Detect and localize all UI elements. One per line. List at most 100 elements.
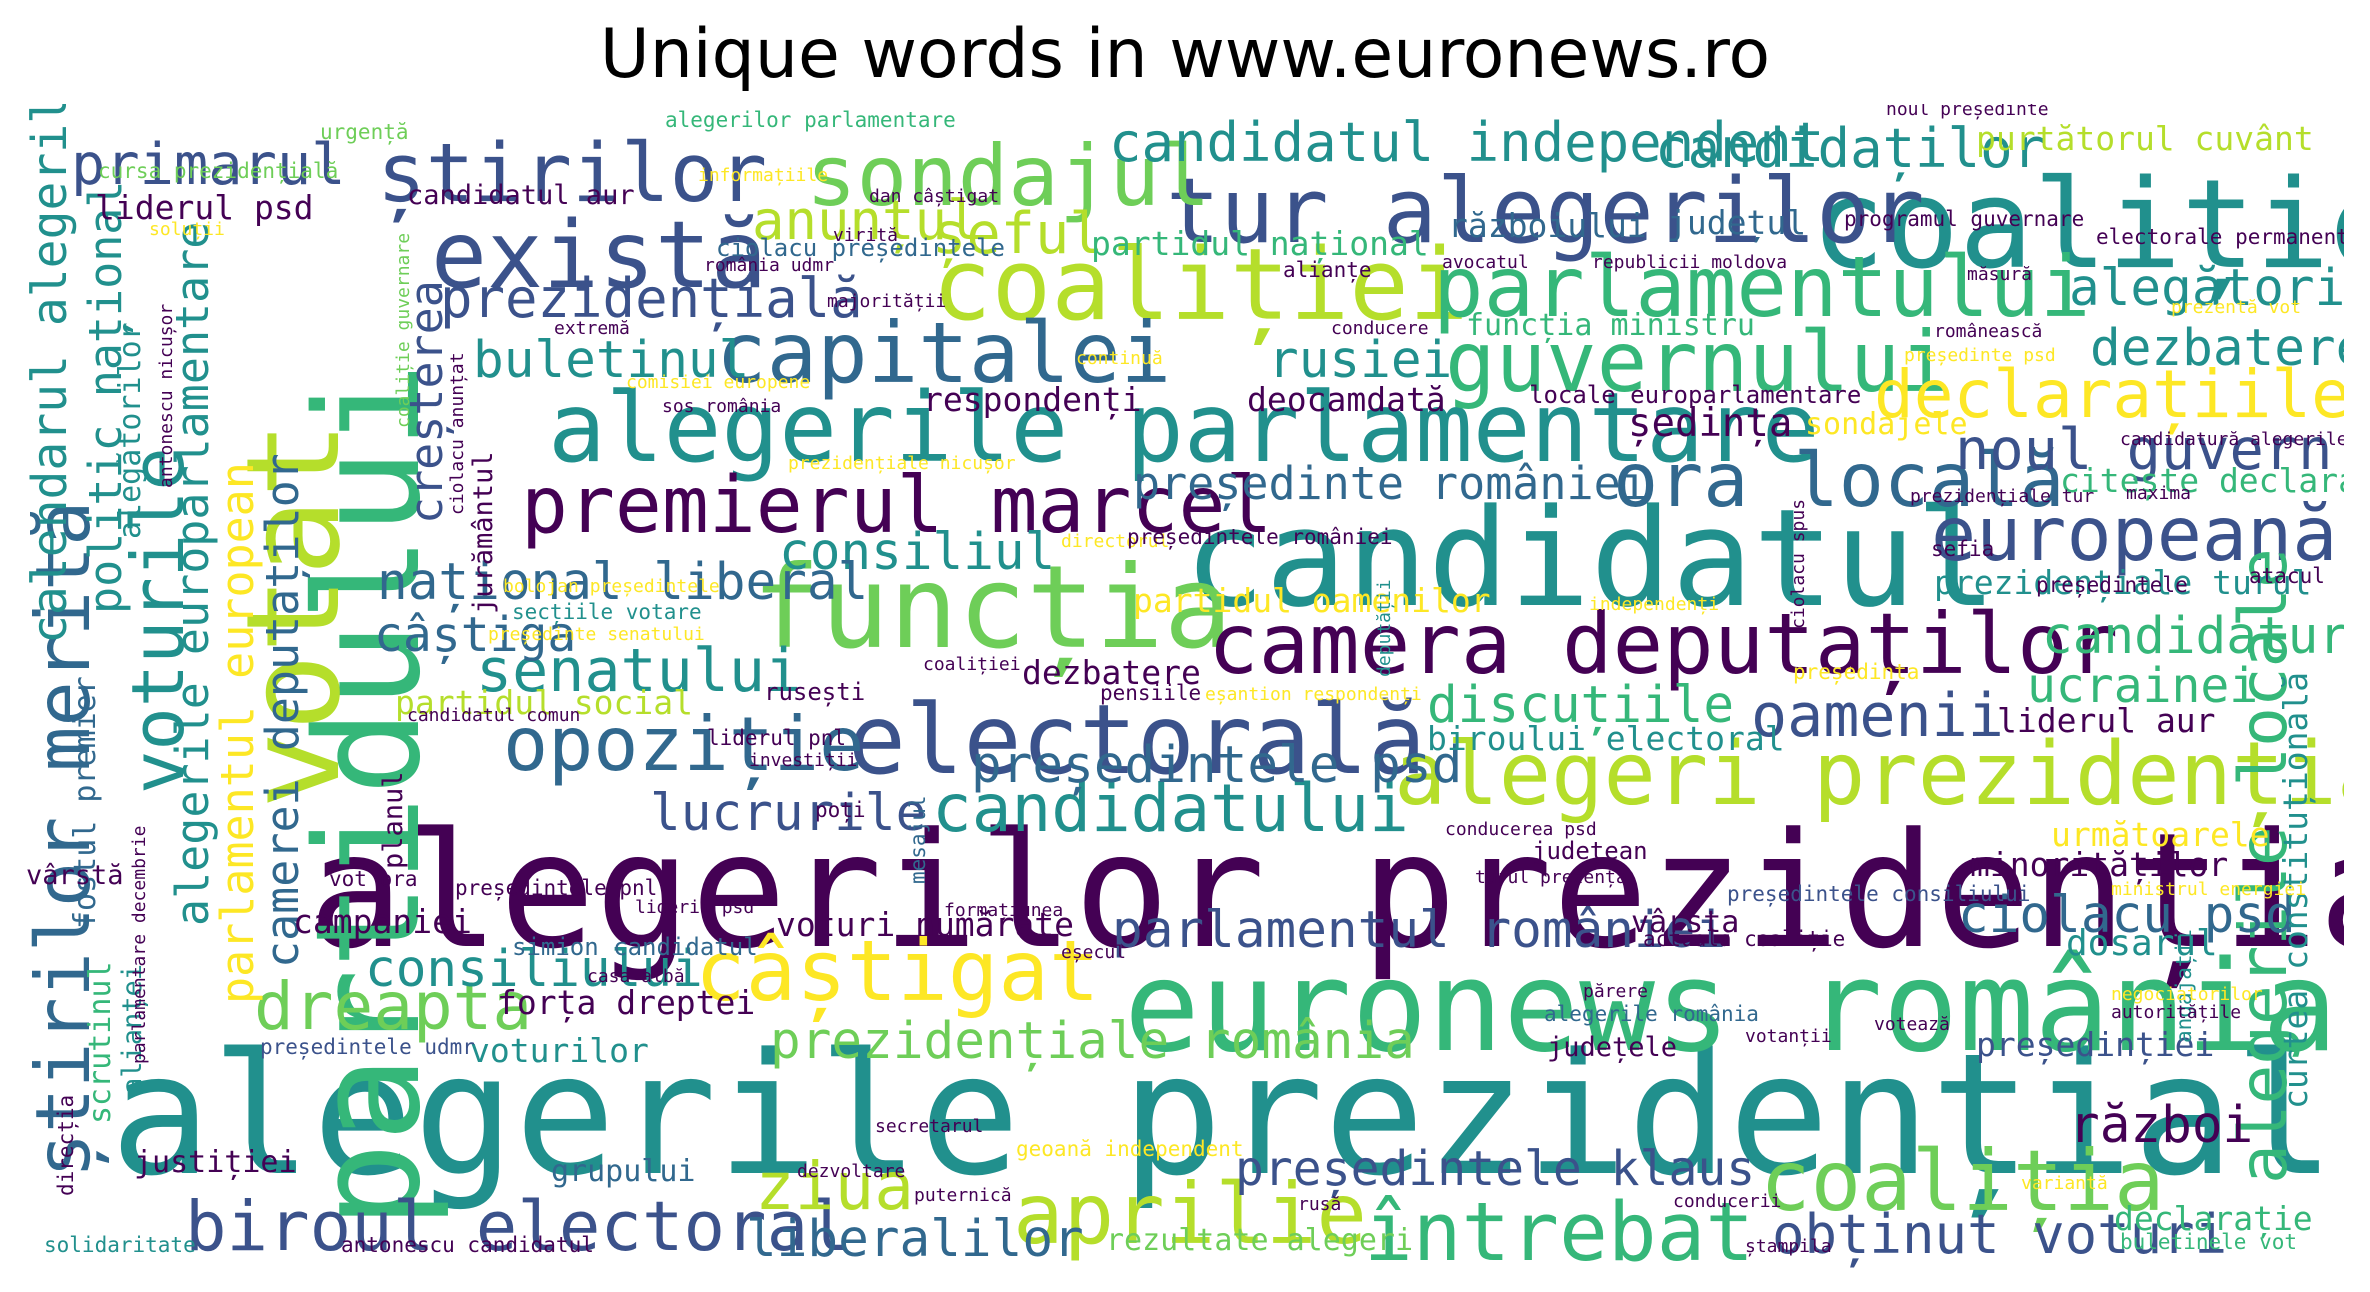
cloud-word: dezvoltare (797, 1161, 906, 1182)
cloud-word: liderul pnl (707, 726, 847, 750)
cloud-word: capitalei (716, 304, 1172, 402)
cloud-word: conducerea psd (1445, 819, 1597, 840)
cloud-word: război (2069, 1096, 2254, 1155)
cloud-word: dosarul (2066, 923, 2218, 964)
cloud-word: dreapta (254, 968, 533, 1045)
cloud-word: liderul psd (95, 188, 314, 227)
cloud-word: locale europarlamentare (1529, 381, 1862, 409)
cloud-word: coaliție guvernare (393, 232, 414, 428)
cloud-word: euronews românia (1124, 933, 2338, 1080)
cloud-word: sefia (1931, 537, 1995, 561)
cloud-word: liderul aur (1997, 701, 2216, 740)
cloud-word: simion candidatul (512, 933, 758, 961)
cloud-word: urgență (320, 120, 409, 144)
cloud-word: majorității (827, 291, 947, 312)
cloud-word: turul prezența (1475, 867, 1627, 888)
cloud-word: prezidențiale tur (1910, 486, 2095, 507)
cloud-word: câștigat (695, 922, 1100, 1020)
cloud-word: cursa prezidențială (98, 159, 339, 183)
cloud-word: biroului electoral (1427, 719, 1785, 758)
cloud-word: votează (1874, 1014, 1950, 1035)
cloud-word: președintele româniei (1127, 525, 1393, 549)
cloud-word: solidaritate (44, 1233, 196, 1257)
cloud-word: românia udmr (704, 255, 835, 276)
cloud-word: coaliția (1760, 1132, 2165, 1230)
cloud-word: alegerile prezidențiale (110, 1017, 2344, 1213)
cloud-word: prezidențiale turul (1934, 563, 2312, 602)
cloud-word: grupului (551, 1154, 696, 1189)
cloud-word: ciolacu anunțat (447, 352, 468, 515)
cloud-word: fostul premier (68, 676, 103, 929)
cloud-word: liberalilor (746, 1210, 1084, 1269)
cloud-word: ziua (755, 1148, 914, 1225)
cloud-word: județul (1667, 203, 1807, 242)
cloud-word: tur alegerilor (1166, 159, 1925, 264)
cloud-word: formațiunea (944, 900, 1064, 921)
cloud-word: buletinele vot (2120, 1230, 2298, 1254)
cloud-word: candidatul independent (1109, 111, 1825, 174)
cloud-word: voturi numărate (776, 905, 1075, 944)
cloud-word: ședința (1628, 401, 1793, 446)
cloud-word: sondajele (1805, 407, 1968, 442)
cloud-word: biroul electoral (185, 1187, 850, 1267)
cloud-word: măsură (1967, 264, 2033, 285)
cloud-word: jurământul (468, 451, 499, 614)
cloud-word: coaliție (1811, 154, 2344, 297)
cloud-word: președintele udmr (260, 1035, 475, 1059)
cloud-word: președintele pnl (455, 876, 658, 900)
cloud-word: ciolacu psd (1958, 886, 2296, 945)
cloud-word: funcția (752, 541, 1233, 674)
cloud-word: candidatului (932, 770, 1409, 847)
cloud-word: antonescu nicușor (156, 303, 177, 488)
cloud-word: lucrurile (650, 784, 927, 843)
cloud-word: investiții (749, 750, 858, 771)
cloud-word: știrilor (377, 127, 768, 221)
cloud-word: anunțul (752, 189, 980, 252)
cloud-word: declarație (2114, 1199, 2313, 1238)
cloud-word: deocamdată (1247, 380, 1446, 419)
cloud-word: prezidențiale românia (770, 1012, 1415, 1071)
cloud-word: premierul marcel (521, 461, 1273, 551)
cloud-word: campaniei (293, 902, 472, 941)
cloud-word: republicii moldova (1592, 252, 1788, 273)
cloud-word: câștiga (374, 607, 577, 663)
cloud-word: guvernului (1445, 313, 1951, 411)
cloud-word: geoană independent (1016, 1137, 1244, 1161)
cloud-word: votanții (1745, 1026, 1832, 1047)
cloud-word: rusești (764, 678, 866, 706)
cloud-word: aprilie (1013, 1165, 1368, 1263)
cloud-word: prezentă vot (2171, 297, 2302, 318)
cloud-word: dan câștigat (869, 186, 1000, 207)
cloud-word: partidul oamenilor (1133, 581, 1491, 620)
cloud-word: secretarul (875, 1116, 984, 1137)
cloud-word: alegerile românia (1544, 1002, 1759, 1026)
cloud-word: camera deputaților (1208, 595, 2119, 693)
cloud-word: primarul (71, 132, 346, 198)
cloud-word: întrebat (1364, 1186, 1755, 1273)
cloud-word: vârstă (26, 859, 124, 891)
cloud-word: noul președinte (1886, 104, 2049, 120)
cloud-word: sos românia (662, 396, 782, 417)
cloud-word: senatului (476, 636, 802, 706)
cloud-word: consiliul (779, 523, 1056, 582)
cloud-word: noul guvern (1955, 417, 2333, 483)
cloud-word: funcția ministru (1466, 308, 1755, 343)
cloud-word: parlamentare decembrie (129, 825, 150, 1064)
cloud-word: continuă (1076, 348, 1163, 369)
cloud-word: deputății (1374, 579, 1395, 677)
cloud-word: candidatul (1184, 480, 1997, 637)
cloud-word: independenți (1589, 594, 1720, 615)
cloud-word: rusă (1298, 1194, 1342, 1215)
cloud-word: coaliției (932, 228, 1469, 343)
cloud-word: rezultate alegeri (1106, 1223, 1414, 1258)
cloud-word: ciolacu președintele (716, 234, 1005, 262)
cloud-word: declarațiile (1874, 356, 2344, 433)
cloud-word: candidatul comun (407, 705, 581, 726)
cloud-word: puternică (914, 1185, 1012, 1206)
cloud-word: coaliției (923, 654, 1021, 675)
cloud-word: președinta (1793, 660, 1920, 684)
cloud-word: maxima (2126, 483, 2192, 504)
cloud-word: dezbaterea (2090, 319, 2344, 378)
cloud-word: eșecul (1061, 942, 1127, 963)
cloud-word: camerei deputaților (256, 453, 309, 968)
